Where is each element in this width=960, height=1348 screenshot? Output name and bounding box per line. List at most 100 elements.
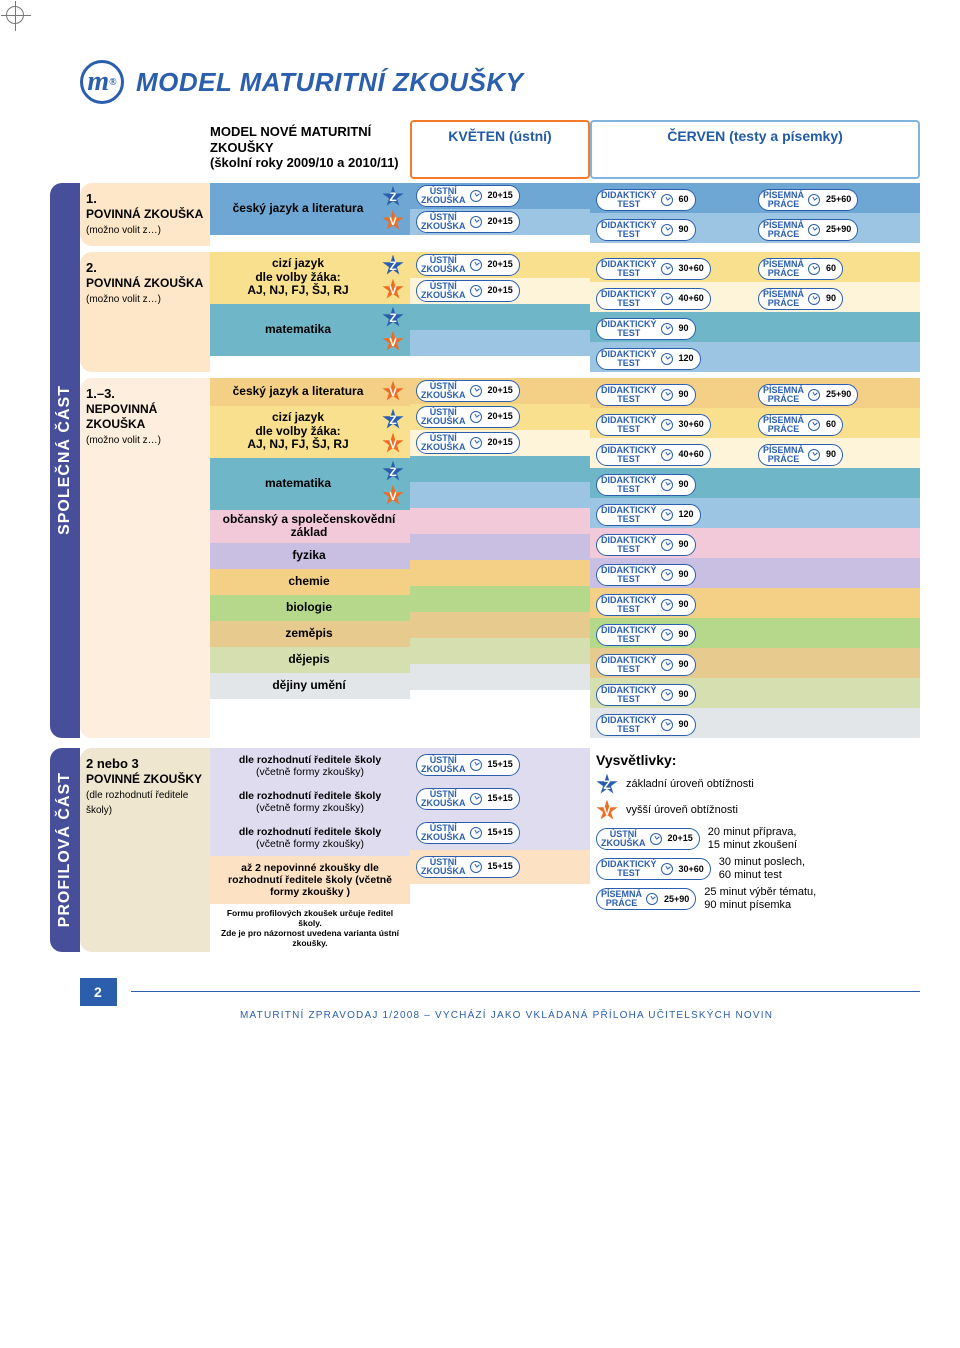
level-star-v	[382, 381, 404, 403]
didakticky-pill: DIDAKTICKÝTEST 30+60	[596, 414, 711, 436]
didakticky-pill: PÍSEMNÁPRÁCE 90	[758, 288, 843, 310]
cerven-column: DIDAKTICKÝTEST 60 PÍSEMNÁPRÁCE 25+60 DID…	[590, 183, 920, 246]
subject-cell: dějepis	[210, 647, 410, 673]
cerven-column: DIDAKTICKÝTEST 90 PÍSEMNÁPRÁCE 25+90 DID…	[590, 378, 920, 738]
legend-column: Vysvětlivky: základní úroveň obtížnosti …	[590, 748, 920, 952]
clock-icon	[470, 385, 482, 397]
didakticky-pill: PÍSEMNÁPRÁCE 25+90	[596, 888, 696, 910]
clock-icon	[661, 479, 673, 491]
didakticky-pill: PÍSEMNÁPRÁCE 90	[758, 444, 843, 466]
didakticky-pill: DIDAKTICKÝTEST 90	[596, 624, 696, 646]
clock-icon	[661, 719, 673, 731]
chart-body: SPOLEČNÁ ČÁST 1.POVINNÁ ZKOUŠKA(možno vo…	[80, 183, 920, 738]
level-star-z	[382, 461, 404, 483]
clock-icon	[470, 437, 482, 449]
didakticky-pill: DIDAKTICKÝTEST 30+60	[596, 858, 711, 880]
clock-icon	[470, 793, 482, 805]
subject-cell: cizí jazykdle volby žáka:AJ, NJ, FJ, ŠJ,…	[210, 406, 410, 458]
clock-icon	[661, 293, 673, 305]
profile-kveten-column: ÚSTNÍZKOUŠKA 15+15 ÚSTNÍZKOUŠKA 15+15 ÚS…	[410, 748, 590, 952]
didakticky-pill: DIDAKTICKÝTEST 90	[596, 384, 696, 406]
didakticky-pill: DIDAKTICKÝTEST 90	[596, 318, 696, 340]
header-kveten: KVĚTEN (ústní)	[410, 120, 590, 179]
profile-desc-column: dle rozhodnutí ředitele školy(včetně for…	[210, 748, 410, 952]
level-star-v	[596, 800, 618, 822]
clock-icon	[661, 509, 673, 521]
subject-cell: český jazyk a literatura	[210, 183, 410, 235]
subject-cell: občanský a společenskovědní základ	[210, 510, 410, 544]
column-headers: MODEL NOVÉ MATURITNÍ ZKOUŠKY (školní rok…	[80, 120, 920, 179]
section-left-label: 1.–3.NEPOVINNÁ ZKOUŠKA(možno volit z…)	[80, 378, 210, 738]
section-left-label: 2.POVINNÁ ZKOUŠKA(možno volit z…)	[80, 252, 210, 372]
header-cerven: ČERVEN (testy a písemky)	[590, 120, 920, 179]
page-title: MODEL MATURITNÍ ZKOUŠKY	[136, 67, 524, 98]
clock-icon	[470, 285, 482, 297]
didakticky-pill: DIDAKTICKÝTEST 120	[596, 348, 701, 370]
didakticky-pill: DIDAKTICKÝTEST 90	[596, 474, 696, 496]
subject-cell: dějiny umění	[210, 673, 410, 699]
didakticky-pill: DIDAKTICKÝTEST 90	[596, 219, 696, 241]
vtab-spolecna: SPOLEČNÁ ČÁST	[50, 183, 80, 738]
subject-column: cizí jazykdle volby žáka:AJ, NJ, FJ, ŠJ,…	[210, 252, 410, 372]
clock-icon	[470, 190, 482, 202]
subject-cell: cizí jazykdle volby žáka:AJ, NJ, FJ, ŠJ,…	[210, 252, 410, 304]
level-star-z	[382, 255, 404, 277]
clock-icon	[808, 389, 820, 401]
ustni-pill: ÚSTNÍZKOUŠKA 15+15	[416, 856, 520, 878]
didakticky-pill: DIDAKTICKÝTEST 40+60	[596, 288, 711, 310]
ustni-pill: ÚSTNÍZKOUŠKA 20+15	[416, 254, 520, 276]
subtitle: MODEL NOVÉ MATURITNÍ ZKOUŠKY (školní rok…	[210, 120, 410, 179]
clock-icon	[808, 263, 820, 275]
legend: Vysvětlivky: základní úroveň obtížnosti …	[590, 748, 920, 921]
footer: 2	[80, 978, 920, 1006]
ustni-pill: ÚSTNÍZKOUŠKA 20+15	[416, 432, 520, 454]
subject-cell: zeměpis	[210, 621, 410, 647]
ustni-pill: ÚSTNÍZKOUŠKA 20+15	[416, 185, 520, 207]
ustni-pill: ÚSTNÍZKOUŠKA 15+15	[416, 754, 520, 776]
logo-reg: ®	[109, 77, 116, 88]
kveten-column: ÚSTNÍZKOUŠKA 20+15 ÚSTNÍZKOUŠKA 20+15	[410, 252, 590, 372]
page-number: 2	[80, 978, 117, 1006]
registration-mark	[6, 6, 24, 24]
profile-section: PROFILOVÁ ČÁST 2 nebo 3 POVINNÉ ZKOUŠKY …	[80, 748, 920, 952]
didakticky-pill: PÍSEMNÁPRÁCE 25+60	[758, 189, 858, 211]
footer-text: MATURITNÍ ZPRAVODAJ 1/2008 – VYCHÁZÍ JAK…	[240, 1010, 920, 1021]
footer-rule	[131, 991, 920, 992]
title-row: m® MODEL MATURITNÍ ZKOUŠKY	[80, 60, 920, 104]
clock-icon	[661, 599, 673, 611]
subtitle-l1: MODEL NOVÉ MATURITNÍ ZKOUŠKY	[210, 124, 371, 155]
profile-foot: Formu profilových zkoušek určuje ředitel…	[210, 904, 410, 952]
clock-icon	[470, 861, 482, 873]
didakticky-pill: DIDAKTICKÝTEST 90	[596, 684, 696, 706]
clock-icon	[470, 259, 482, 271]
vtab-spolecna-label: SPOLEČNÁ ČÁST	[56, 385, 74, 535]
didakticky-pill: PÍSEMNÁPRÁCE 25+90	[758, 384, 858, 406]
profile-left-label: 2 nebo 3 POVINNÉ ZKOUŠKY (dle rozhodnutí…	[80, 748, 210, 952]
clock-icon	[808, 194, 820, 206]
subject-cell: matematika	[210, 458, 410, 510]
clock-icon	[661, 629, 673, 641]
clock-icon	[661, 263, 673, 275]
subject-column: český jazyk a literatura	[210, 183, 410, 246]
clock-icon	[808, 293, 820, 305]
didakticky-pill: DIDAKTICKÝTEST 60	[596, 189, 696, 211]
didakticky-pill: PÍSEMNÁPRÁCE 60	[758, 258, 843, 280]
clock-icon	[808, 449, 820, 461]
ustni-pill: ÚSTNÍZKOUŠKA 20+15	[416, 211, 520, 233]
kveten-column: ÚSTNÍZKOUŠKA 20+15 ÚSTNÍZKOUŠKA 20+15	[410, 183, 590, 246]
subtitle-l2: (školní roky 2009/10 a 2010/11)	[210, 155, 399, 170]
level-star-v	[382, 210, 404, 232]
clock-icon	[661, 419, 673, 431]
section: 1.–3.NEPOVINNÁ ZKOUŠKA(možno volit z…) č…	[80, 378, 920, 738]
logo-icon: m®	[80, 60, 124, 104]
didakticky-pill: DIDAKTICKÝTEST 120	[596, 504, 701, 526]
didakticky-pill: DIDAKTICKÝTEST 90	[596, 654, 696, 676]
subject-cell: biologie	[210, 595, 410, 621]
level-star-z	[382, 186, 404, 208]
didakticky-pill: DIDAKTICKÝTEST 90	[596, 564, 696, 586]
subject-cell: chemie	[210, 569, 410, 595]
didakticky-pill: DIDAKTICKÝTEST 90	[596, 594, 696, 616]
subject-column: český jazyk a literatura cizí jazykdle v…	[210, 378, 410, 738]
didakticky-pill: PÍSEMNÁPRÁCE 25+90	[758, 219, 858, 241]
clock-icon	[470, 411, 482, 423]
